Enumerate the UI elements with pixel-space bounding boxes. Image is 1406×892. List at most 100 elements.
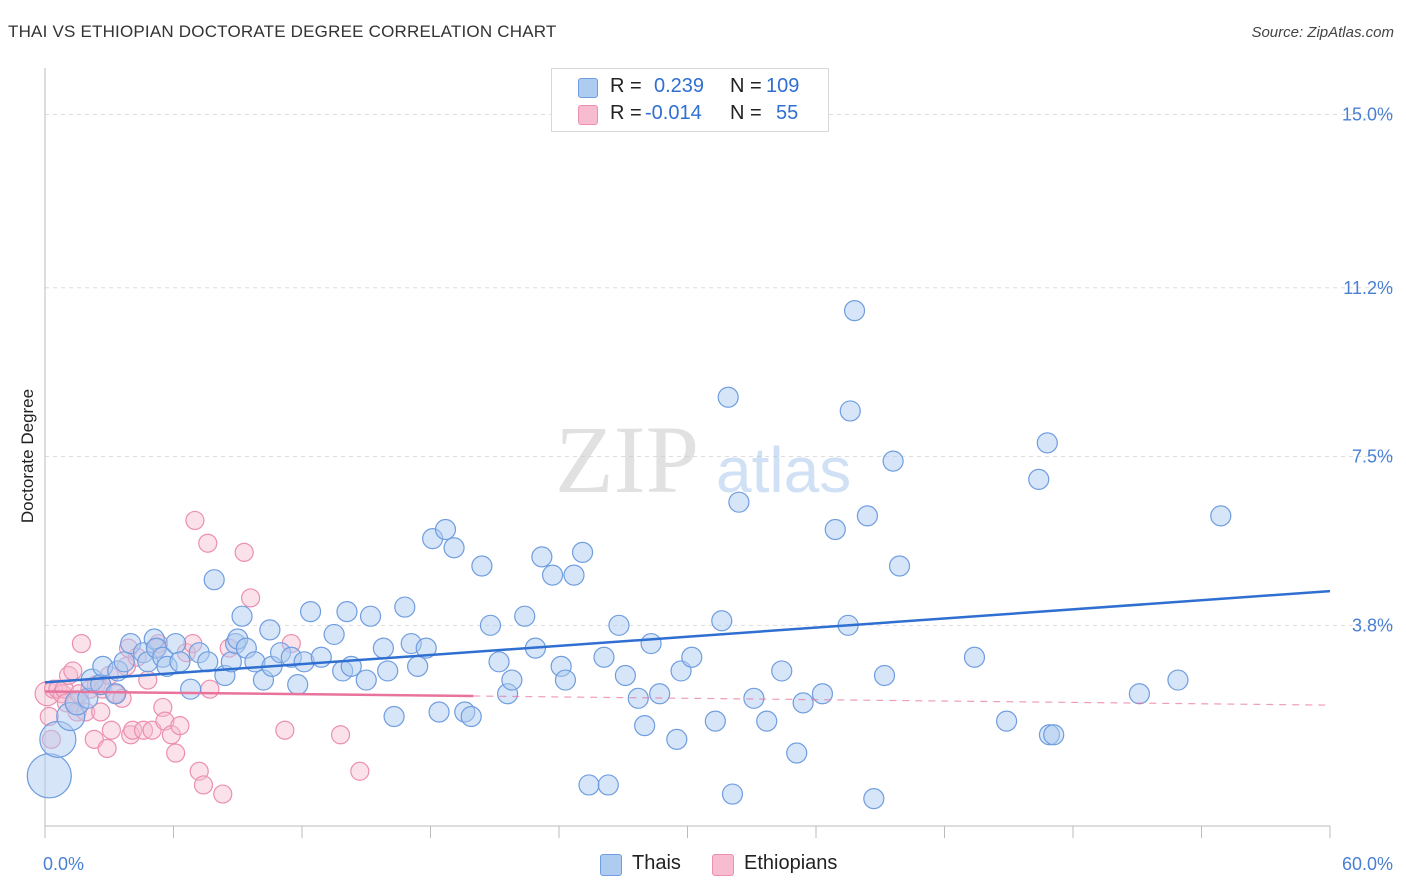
thai-point: [488, 651, 510, 673]
thai-point: [811, 683, 834, 705]
thai-point: [554, 669, 577, 691]
thai-point: [180, 678, 202, 700]
thai-point: [597, 774, 619, 796]
ethiopian-point: [71, 633, 92, 654]
ethiopian-point: [330, 725, 351, 745]
thai-point: [287, 674, 309, 696]
source-credit: Source: ZipAtlas.com: [1251, 24, 1394, 41]
thai-point: [460, 705, 482, 728]
thai-point: [593, 646, 615, 668]
thai-point: [299, 601, 322, 623]
thai-point: [843, 300, 866, 322]
thai-point: [771, 660, 793, 682]
thai-point: [359, 605, 382, 627]
ethiopian-point: [193, 775, 214, 795]
thai-point: [231, 605, 253, 627]
thai-point: [649, 683, 671, 705]
tick-labels: 3.8% 7.5% 11.2% 15.0% 0.0% 60.0%: [43, 104, 1393, 874]
thai-point: [336, 601, 358, 623]
thai-point: [471, 555, 493, 577]
ethiopian-point: [170, 716, 190, 736]
thais-swatch: [578, 78, 598, 98]
thai-point: [717, 386, 739, 408]
thai-point: [105, 683, 127, 705]
ethiopian-point: [198, 533, 218, 553]
thai-point: [514, 605, 536, 627]
thai-point: [614, 664, 636, 687]
ethiopian-point: [185, 510, 205, 531]
thai-point: [721, 783, 744, 805]
thai-point: [563, 564, 585, 586]
ethiopian-point: [123, 720, 143, 740]
y-tick-label: 7.5%: [1352, 447, 1393, 467]
chart-title: THAI VS ETHIOPIAN DOCTORATE DEGREE CORRE…: [8, 22, 557, 41]
thai-point: [1028, 468, 1050, 490]
thai-point: [963, 646, 986, 668]
thai-point: [394, 596, 416, 618]
r-label: R =: [610, 75, 642, 97]
thai-point: [711, 610, 733, 632]
thai-point: [863, 788, 885, 810]
thais-legend-label: Thais: [632, 852, 681, 874]
n-value: 109: [766, 75, 800, 97]
thai-point: [839, 400, 861, 422]
thai-point: [531, 546, 553, 568]
thai-point: [640, 632, 662, 655]
thai-point: [888, 555, 911, 577]
thai-point: [372, 637, 394, 659]
thai-point: [608, 614, 630, 636]
thai-point: [666, 728, 688, 750]
ethiopian-point: [350, 761, 370, 781]
ethiopian-point: [275, 720, 295, 740]
thai-point: [541, 564, 564, 586]
thai-point: [323, 623, 345, 646]
thai-point: [434, 518, 457, 541]
ethiopian-point: [200, 679, 220, 699]
thai-point: [443, 537, 465, 559]
thai-point: [415, 637, 437, 659]
thai-point: [203, 569, 225, 591]
thai-point: [792, 692, 814, 714]
ethiopian-point: [91, 702, 111, 722]
x-tick-label: 60.0%: [1342, 854, 1393, 874]
n-value: 55: [776, 102, 799, 124]
thai-point: [383, 705, 405, 728]
ethiopian-point: [241, 588, 261, 608]
trend-lines: [44, 589, 1331, 706]
thai-point: [634, 715, 656, 737]
r-value: -0.014: [645, 102, 702, 124]
axes: [44, 68, 1331, 838]
thai-point: [728, 491, 750, 513]
y-tick-label: 3.8%: [1352, 615, 1393, 635]
thai-point: [165, 632, 187, 655]
thai-point: [681, 646, 703, 668]
r-value: 0.239: [654, 75, 705, 97]
thai-point: [377, 660, 399, 682]
ethiopians-legend-label: Ethiopians: [744, 852, 838, 874]
thai-point: [578, 774, 600, 796]
n-label: N =: [730, 75, 762, 97]
thai-trend-line: [44, 589, 1331, 684]
thai-point: [786, 742, 808, 764]
thai-point: [1128, 683, 1150, 705]
thai-point: [996, 710, 1018, 732]
ethiopian-point: [97, 738, 117, 759]
stats-legend: R = 0.239 N = 109 R = -0.014 N = 55: [551, 68, 829, 132]
ethiopian-point: [63, 661, 83, 681]
thai-point: [355, 669, 377, 691]
ethiopian-trend-line: [44, 690, 474, 698]
ethiopian-point: [213, 784, 233, 804]
thai-point: [1210, 505, 1232, 527]
thai-point: [501, 669, 523, 691]
thai-point: [704, 710, 726, 732]
ethiopian-point: [43, 679, 64, 699]
watermark: ZIP atlas: [555, 406, 851, 513]
thai-point: [856, 505, 879, 527]
thai-point: [873, 664, 896, 687]
ethiopian-point: [166, 743, 186, 763]
x-tick-label: 0.0%: [43, 854, 84, 874]
thai-point: [113, 651, 135, 673]
y-tick-label: 15.0%: [1342, 104, 1393, 124]
thai-point: [407, 655, 429, 677]
